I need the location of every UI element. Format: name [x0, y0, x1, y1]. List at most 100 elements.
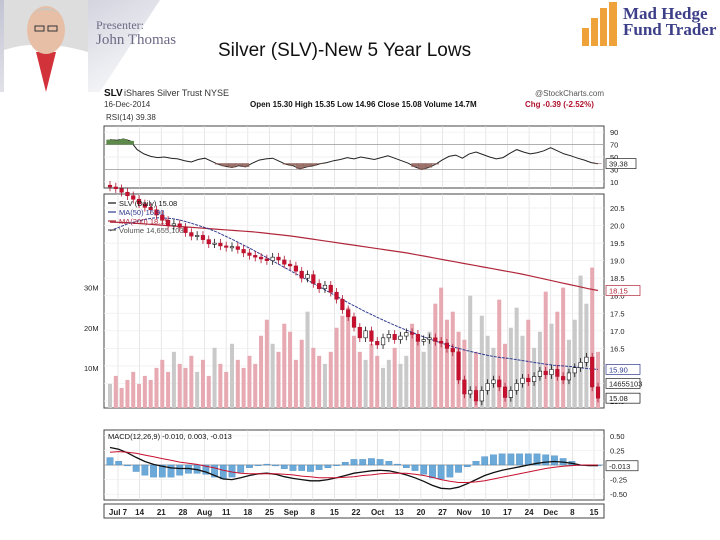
rsi-oversold-fill: [309, 163, 317, 166]
volume-bar: [195, 371, 200, 408]
macd-histogram-bar: [533, 453, 541, 466]
candle-body: [473, 390, 479, 402]
candle-body: [427, 337, 432, 340]
candle-body: [357, 327, 362, 339]
volume-bar: [514, 307, 519, 408]
candle-body: [235, 246, 240, 250]
macd-histogram-bar: [141, 464, 149, 476]
macd-histogram-bar: [481, 456, 489, 466]
rsi-oversold-fill: [418, 163, 426, 170]
candle-body: [508, 390, 513, 398]
volume-bar: [450, 311, 455, 408]
volume-bar: [241, 367, 246, 408]
candle-body: [421, 339, 426, 342]
candle-body: [409, 332, 415, 335]
candle-body: [502, 386, 508, 398]
candle-body: [346, 309, 351, 318]
x-tick-label: Dec: [543, 508, 558, 517]
volume-bar: [468, 295, 473, 408]
macd-histogram-bar: [394, 463, 401, 466]
macd-histogram-bar: [455, 464, 462, 473]
macd-label: MACD(12,26,9) -0.010, 0.003, -0.013: [108, 432, 232, 441]
rsi-oversold-fill: [289, 163, 297, 166]
candle-body: [468, 390, 473, 395]
macd-histogram-bar: [176, 464, 184, 476]
volume-bar: [473, 351, 479, 408]
macd-histogram-bar: [150, 464, 157, 478]
price-tag-box: [605, 285, 641, 296]
candle-body: [287, 263, 293, 267]
candle-body: [270, 256, 275, 261]
volume-bar: [543, 291, 548, 408]
volume-bar: [392, 347, 397, 408]
volume-bar: [381, 367, 386, 408]
volume-bar: [113, 375, 118, 408]
price-tick: 20.5: [610, 204, 625, 213]
candle-body: [526, 377, 531, 382]
volume-bar: [259, 335, 264, 408]
candle-body: [177, 223, 182, 228]
candle-body: [380, 337, 386, 346]
volume-bar: [340, 315, 345, 408]
macd-histogram-bar: [376, 459, 384, 466]
rsi-oversold-fill: [302, 163, 311, 167]
candle-body: [171, 223, 177, 226]
macd-histogram-bar: [254, 464, 262, 466]
x-tick-label: Sep: [284, 508, 299, 517]
volume-bar: [247, 355, 252, 408]
candle-body: [183, 227, 188, 233]
volume-bar: [142, 375, 147, 408]
x-tick-label: 11: [222, 508, 231, 517]
volume-bar: [520, 335, 525, 408]
price-tag-box: [605, 364, 641, 375]
candle-body: [195, 235, 200, 237]
volume-bar: [590, 267, 595, 408]
price-tag: 15.90: [609, 365, 628, 374]
volume-bar: [386, 359, 391, 408]
x-tick-label: 25: [265, 508, 274, 517]
candle-body: [119, 188, 124, 193]
candle-body: [566, 372, 572, 381]
rsi-oversold-fill: [431, 163, 439, 165]
volume-bar: [485, 335, 490, 408]
x-tick-label: 24: [525, 508, 534, 517]
candle-body: [537, 370, 543, 377]
volume-bar: [578, 275, 583, 408]
volume-bar: [229, 343, 235, 408]
macd-histogram-bar: [246, 464, 253, 468]
macd-histogram-bar: [350, 459, 358, 466]
macd-histogram-bar: [333, 464, 340, 466]
brand-line-1: Mad Hedge: [623, 4, 708, 23]
macd-histogram-bar: [507, 453, 515, 466]
candle-body: [113, 186, 118, 190]
volume-bar: [444, 319, 449, 408]
volume-bar: [299, 339, 304, 408]
candle-body: [241, 249, 246, 254]
rsi-oversold-fill: [214, 163, 223, 165]
candle-body: [200, 235, 206, 240]
candle-body: [439, 341, 444, 344]
x-tick-label: 21: [157, 508, 166, 517]
volume-bar: [177, 363, 182, 408]
rsi-tick: 50: [610, 153, 618, 162]
price-tick: 20.0: [610, 222, 625, 231]
macd-signal-line: [109, 451, 598, 483]
macd-histogram-bar: [106, 457, 114, 466]
candle-body: [328, 284, 333, 293]
candle-body: [305, 274, 310, 279]
x-tick-label: Oct: [371, 508, 385, 517]
candle-body: [224, 245, 229, 248]
volume-bar: [404, 355, 409, 408]
chart-source: @StockCharts.com: [535, 89, 604, 98]
candle-body: [218, 242, 223, 247]
price-tag: 14655103: [609, 379, 642, 388]
volume-bar: [154, 367, 159, 408]
quote-chg: Chg -0.39 (-2.52%): [525, 100, 594, 109]
price-tick: 19.5: [610, 239, 625, 248]
candle-body: [456, 351, 461, 381]
candle-body: [450, 348, 455, 353]
rsi-tick: 30: [610, 165, 618, 174]
rsi-tick: 10: [610, 178, 618, 187]
macd-histogram-bar: [437, 464, 445, 480]
x-tick-label: 17: [503, 508, 512, 517]
